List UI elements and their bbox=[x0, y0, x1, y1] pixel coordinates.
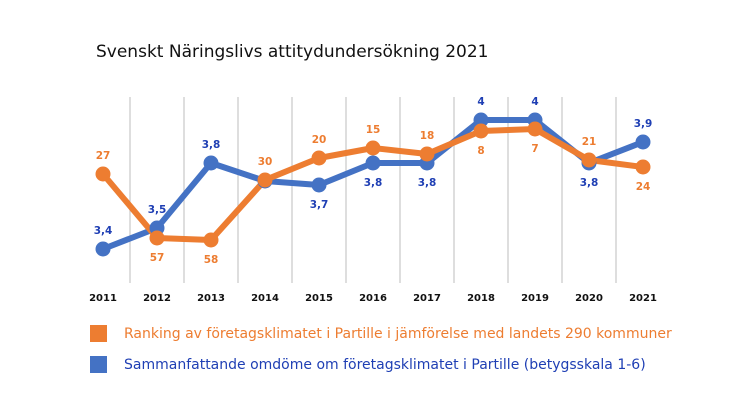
score-data-label: 3,8 bbox=[202, 139, 221, 151]
score-data-label: 3,4 bbox=[94, 225, 113, 237]
legend-item-score: Sammanfattande omdöme om företagsklimate… bbox=[90, 356, 646, 373]
ranking-marker bbox=[635, 159, 651, 175]
score-data-label: 3,5 bbox=[148, 204, 167, 216]
score-data-label: 3,8 bbox=[580, 177, 599, 189]
score-data-label: 4 bbox=[477, 96, 484, 108]
x-tick-label: 2011 bbox=[89, 293, 117, 304]
ranking-marker bbox=[203, 232, 219, 248]
ranking-marker bbox=[581, 152, 597, 168]
ranking-marker bbox=[365, 140, 381, 156]
legend-label-ranking: Ranking av företagsklimatet i Partille i… bbox=[124, 325, 672, 342]
score-marker bbox=[635, 134, 651, 150]
chart-title: Svenskt Näringslivs attitydundersökning … bbox=[96, 42, 489, 62]
legend-label-score: Sammanfattande omdöme om företagsklimate… bbox=[124, 356, 646, 373]
x-tick-label: 2015 bbox=[305, 293, 333, 304]
x-tick-label: 2014 bbox=[251, 293, 279, 304]
x-axis-ticks: 2011 2012 2013 2014 2015 2016 2017 2018 2019 2020… bbox=[89, 293, 657, 304]
data-labels: 27 57 58 30 20 15 18 8 7 21 24 3,4 3,5 3,8 3,7 3,8 3,8 4 4… bbox=[94, 96, 653, 266]
x-tick-label: 2021 bbox=[629, 293, 657, 304]
score-marker bbox=[95, 241, 111, 257]
ranking-marker bbox=[473, 123, 489, 139]
ranking-marker bbox=[419, 146, 435, 162]
x-tick-label: 2019 bbox=[521, 293, 549, 304]
x-tick-label: 2017 bbox=[413, 293, 441, 304]
x-tick-label: 2012 bbox=[143, 293, 171, 304]
ranking-data-label: 7 bbox=[531, 143, 538, 155]
ranking-data-label: 20 bbox=[312, 134, 327, 146]
ranking-data-label: 15 bbox=[366, 124, 381, 136]
x-tick-label: 2016 bbox=[359, 293, 387, 304]
grid-lines bbox=[129, 97, 617, 283]
x-tick-label: 2013 bbox=[197, 293, 225, 304]
score-marker bbox=[203, 155, 219, 171]
legend-swatch-score bbox=[90, 356, 107, 373]
score-data-label: 3,8 bbox=[418, 177, 437, 189]
ranking-marker bbox=[311, 150, 327, 166]
ranking-marker bbox=[95, 166, 111, 182]
score-data-label: 3,9 bbox=[634, 118, 653, 130]
score-marker bbox=[365, 155, 381, 171]
legend-swatch-ranking bbox=[90, 325, 107, 342]
data-markers bbox=[95, 112, 651, 257]
score-marker bbox=[311, 177, 327, 193]
ranking-marker bbox=[257, 172, 273, 188]
ranking-data-label: 58 bbox=[204, 254, 219, 266]
legend-item-ranking: Ranking av företagsklimatet i Partille i… bbox=[90, 325, 672, 342]
score-marker bbox=[473, 112, 489, 128]
score-data-label: 3,7 bbox=[310, 199, 329, 211]
ranking-data-label: 24 bbox=[636, 181, 651, 193]
ranking-data-label: 27 bbox=[96, 150, 111, 162]
ranking-marker bbox=[527, 121, 543, 137]
ranking-data-label: 57 bbox=[150, 252, 165, 264]
x-tick-label: 2018 bbox=[467, 293, 495, 304]
score-data-label: 3,8 bbox=[364, 177, 383, 189]
ranking-data-label: 8 bbox=[477, 145, 484, 157]
ranking-data-label: 21 bbox=[582, 136, 597, 148]
ranking-marker bbox=[149, 230, 165, 246]
ranking-data-label: 30 bbox=[258, 156, 273, 168]
score-data-label: 4 bbox=[531, 96, 538, 108]
x-tick-label: 2020 bbox=[575, 293, 603, 304]
ranking-data-label: 18 bbox=[420, 130, 435, 142]
